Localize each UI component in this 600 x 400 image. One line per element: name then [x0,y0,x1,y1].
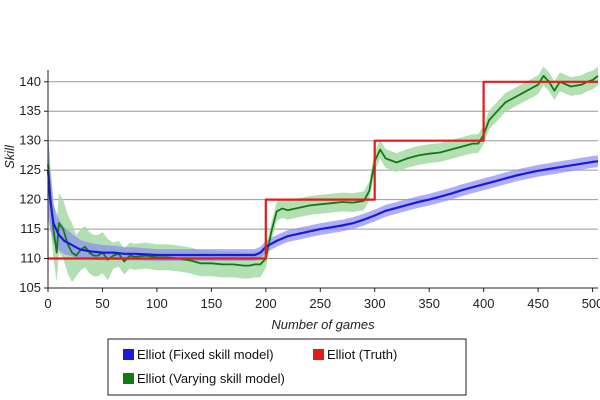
x-tick-label: 400 [473,296,495,311]
x-tick-label: 450 [527,296,549,311]
x-tick-label: 150 [201,296,223,311]
legend-label-truth: Elliot (Truth) [327,347,397,362]
y-tick-label: 130 [19,133,41,148]
y-tick-label: 140 [19,74,41,89]
legend-swatch-varying [123,373,134,384]
x-tick-label: 200 [255,296,277,311]
x-tick-label: 100 [146,296,168,311]
legend-swatch-fixed [123,349,134,360]
x-tick-labels: 0 50 100 150 200 250 300 350 400 450 500 [44,288,600,311]
y-tick-labels: 105 110 115 120 125 130 135 140 [19,74,48,295]
axes [47,70,598,289]
legend-swatch-truth [313,349,324,360]
line-truth [48,80,598,260]
series-lines [46,75,599,267]
x-axis-title: Number of games [271,317,375,332]
y-axis-title: Skill [2,144,17,169]
legend-label-varying: Elliot (Varying skill model) [137,371,285,386]
x-tick-label: 50 [95,296,109,311]
x-tick-label: 300 [364,296,386,311]
line-fixed-skill [46,160,599,257]
y-tick-label: 125 [19,162,41,177]
legend: Elliot (Fixed skill model) Elliot (Truth… [107,338,467,396]
line-varying-skill [47,75,599,267]
y-tick-label: 120 [19,192,41,207]
y-tick-label: 105 [19,280,41,295]
uncertainty-bands [48,66,598,283]
band-varying-skill [48,66,598,283]
legend-label-fixed: Elliot (Fixed skill model) [137,347,274,362]
x-tick-label: 350 [418,296,440,311]
y-tick-label: 135 [19,103,41,118]
y-tick-label: 115 [20,221,41,236]
y-tick-label: 110 [20,251,41,266]
x-tick-label: 0 [44,296,51,311]
band-fixed-skill [48,123,598,261]
x-tick-label: 250 [309,296,331,311]
x-tick-label: 500 [582,296,600,311]
legend-box [107,338,467,396]
